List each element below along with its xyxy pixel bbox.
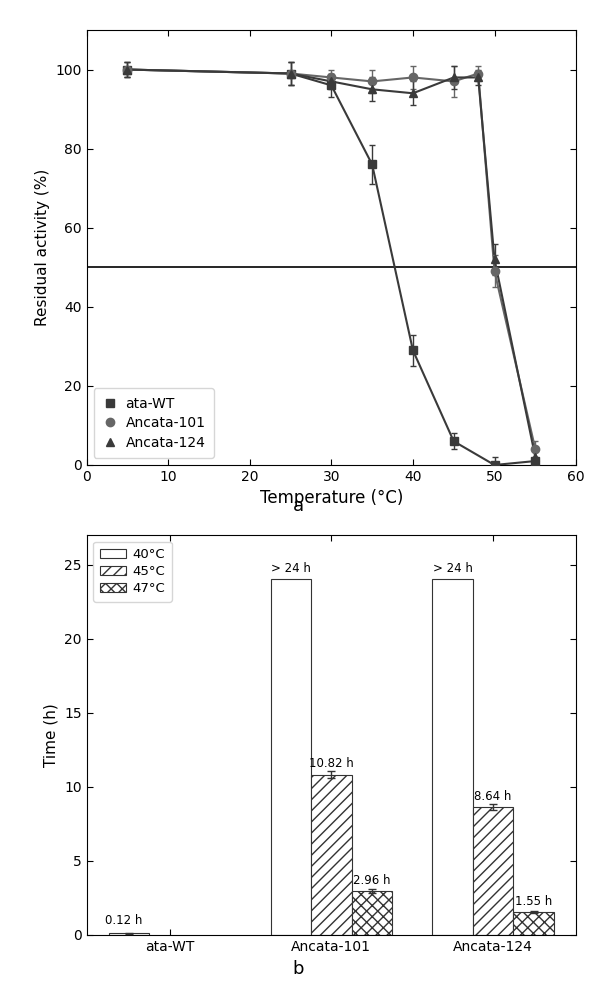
- Bar: [513, 912, 554, 935]
- Text: 10.82 h: 10.82 h: [309, 757, 353, 770]
- Text: 8.64 h: 8.64 h: [475, 790, 512, 803]
- Text: 2.96 h: 2.96 h: [353, 874, 390, 887]
- Bar: [109, 933, 149, 935]
- Text: 0.12 h: 0.12 h: [104, 914, 142, 927]
- Legend: ata-WT, Ancata-101, Ancata-124: ata-WT, Ancata-101, Ancata-124: [94, 388, 214, 458]
- Text: b: b: [293, 960, 304, 978]
- Bar: [352, 891, 392, 935]
- Bar: [432, 579, 473, 935]
- Text: > 24 h: > 24 h: [433, 562, 473, 575]
- Legend: 40°C, 45°C, 47°C: 40°C, 45°C, 47°C: [93, 542, 172, 602]
- Text: a: a: [293, 497, 304, 515]
- Y-axis label: Time (h): Time (h): [44, 703, 59, 767]
- X-axis label: Temperature (°C): Temperature (°C): [260, 489, 403, 507]
- Bar: [270, 579, 311, 935]
- Text: > 24 h: > 24 h: [271, 562, 311, 575]
- Y-axis label: Residual activity (%): Residual activity (%): [35, 169, 50, 326]
- Bar: [473, 807, 513, 935]
- Bar: [311, 775, 352, 935]
- Text: 1.55 h: 1.55 h: [515, 895, 552, 908]
